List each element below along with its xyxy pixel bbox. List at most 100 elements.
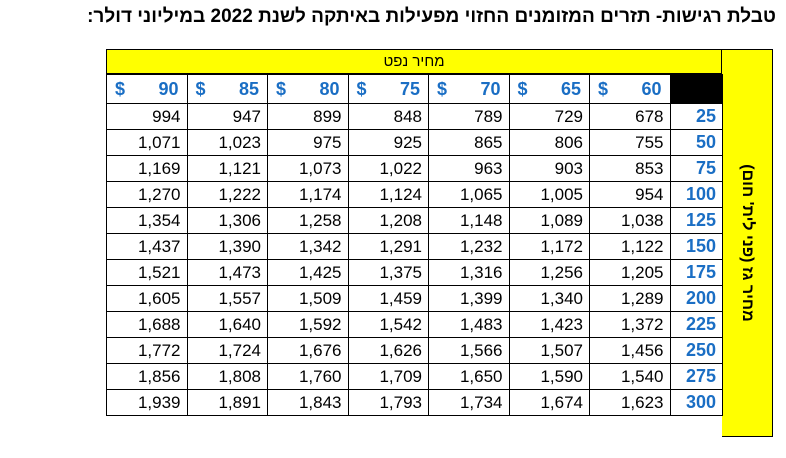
cash-flow-cell: 1,089	[508, 207, 590, 234]
cash-flow-cell: 1,390	[186, 233, 268, 260]
cash-flow-cell: 1,521	[106, 259, 188, 286]
gas-price-header: מחיר גז (פני לית' חום)	[722, 49, 773, 437]
cash-flow-cell: 947	[186, 103, 268, 130]
cash-flow-cell: 1,709	[347, 363, 429, 390]
table-row: 1,071 1,023 975 925 865 806 755 50	[106, 129, 723, 156]
oil-price-header: מחיר נפט	[106, 49, 722, 74]
cash-flow-cell: 1,425	[267, 259, 349, 286]
cash-flow-cell: 1,073	[267, 155, 349, 182]
cash-flow-cell: 1,354	[106, 207, 188, 234]
cash-flow-cell: 1,793	[347, 389, 429, 416]
cash-flow-cell: 1,375	[347, 259, 429, 286]
cash-flow-cell: 1,022	[347, 155, 429, 182]
page-title: טבלת רגישות- תזרים המזומנים החזוי מפעילו…	[87, 6, 776, 27]
cash-flow-cell: 1,676	[267, 337, 349, 364]
table-row: 1,169 1,121 1,073 1,022 963 903 853 75	[106, 155, 723, 182]
gas-price-cell: 125	[669, 207, 723, 234]
cash-flow-cell: 1,232	[428, 233, 510, 260]
cash-flow-cell: 1,592	[267, 311, 349, 338]
cash-flow-cell: 1,342	[267, 233, 349, 260]
cash-flow-cell: 1,509	[267, 285, 349, 312]
cash-flow-cell: 1,340	[508, 285, 590, 312]
cash-flow-cell: 755	[589, 129, 671, 156]
oil-price-value: 85	[238, 78, 259, 99]
oil-price-cell: $80	[267, 74, 349, 104]
cash-flow-cell: 1,124	[347, 181, 429, 208]
cash-flow-cell: 865	[428, 129, 510, 156]
cash-flow-cell: 1,760	[267, 363, 349, 390]
cash-flow-cell: 1,172	[508, 233, 590, 260]
cash-flow-cell: 1,483	[428, 311, 510, 338]
cash-flow-cell: 954	[589, 181, 671, 208]
cash-flow-cell: 1,650	[428, 363, 510, 390]
oil-price-value: 65	[560, 78, 581, 99]
table-row: 1,688 1,640 1,592 1,542 1,483 1,423 1,372 225	[106, 311, 723, 338]
cash-flow-cell: 1,542	[347, 311, 429, 338]
currency-symbol: $	[437, 78, 448, 99]
cash-flow-cell: 1,473	[186, 259, 268, 286]
table-row: 1,270 1,222 1,174 1,124 1,065 1,005 954 100	[106, 181, 723, 208]
cash-flow-cell: 1,891	[186, 389, 268, 416]
currency-symbol: $	[517, 78, 528, 99]
oil-price-value: 80	[319, 78, 340, 99]
cash-flow-cell: 1,289	[589, 285, 671, 312]
cash-flow-cell: 678	[589, 103, 671, 130]
cash-flow-cell: 1,623	[589, 389, 671, 416]
gas-price-cell: 150	[669, 233, 723, 260]
gas-price-cell: 25	[669, 103, 723, 130]
oil-price-value: 70	[480, 78, 501, 99]
cash-flow-cell: 899	[267, 103, 349, 130]
cash-flow-cell: 1,456	[589, 337, 671, 364]
gas-price-cell: 200	[669, 285, 723, 312]
cash-flow-cell: 1,557	[186, 285, 268, 312]
cash-flow-cell: 963	[428, 155, 510, 182]
cash-flow-cell: 1,843	[267, 389, 349, 416]
oil-price-cell: $65	[508, 74, 590, 104]
cash-flow-cell: 1,205	[589, 259, 671, 286]
cash-flow-cell: 1,640	[186, 311, 268, 338]
oil-price-cell: $70	[428, 74, 510, 104]
cash-flow-cell: 806	[508, 129, 590, 156]
cash-flow-cell: 1,772	[106, 337, 188, 364]
cash-flow-cell: 1,174	[267, 181, 349, 208]
gas-price-cell: 75	[669, 155, 723, 182]
table-row: 1,856 1,808 1,760 1,709 1,650 1,590 1,540 275	[106, 363, 723, 390]
cash-flow-cell: 848	[347, 103, 429, 130]
gas-price-cell: 250	[669, 337, 723, 364]
oil-price-row: $90 $85 $80 $75 $70 $65 $60	[106, 74, 723, 104]
cash-flow-cell: 1,626	[347, 337, 429, 364]
oil-price-cell: $60	[589, 74, 671, 104]
cash-flow-cell: 1,256	[508, 259, 590, 286]
cash-flow-cell: 1,169	[106, 155, 188, 182]
gas-price-label: מחיר גז (פני לית' חום)	[739, 164, 756, 322]
table-row: 994 947 899 848 789 729 678 25	[106, 103, 723, 130]
cash-flow-cell: 1,005	[508, 181, 590, 208]
cash-flow-cell: 1,590	[508, 363, 590, 390]
cash-flow-cell: 729	[508, 103, 590, 130]
cash-flow-cell: 1,399	[428, 285, 510, 312]
cash-flow-cell: 853	[589, 155, 671, 182]
table-row: 1,605 1,557 1,509 1,459 1,399 1,340 1,289 200	[106, 285, 723, 312]
cash-flow-cell: 1,423	[508, 311, 590, 338]
cash-flow-cell: 1,540	[589, 363, 671, 390]
cash-flow-cell: 1,306	[186, 207, 268, 234]
cash-flow-cell: 1,270	[106, 181, 188, 208]
cash-flow-cell: 1,566	[428, 337, 510, 364]
cash-flow-cell: 1,724	[186, 337, 268, 364]
table-row: 1,939 1,891 1,843 1,793 1,734 1,674 1,623 300	[106, 389, 723, 416]
currency-symbol: $	[598, 78, 609, 99]
cash-flow-cell: 903	[508, 155, 590, 182]
cash-flow-cell: 789	[428, 103, 510, 130]
cash-flow-cell: 1,148	[428, 207, 510, 234]
oil-price-value: 90	[158, 78, 179, 99]
currency-symbol: $	[195, 78, 206, 99]
gas-price-cell: 300	[669, 389, 723, 416]
cash-flow-cell: 1,507	[508, 337, 590, 364]
gas-price-cell: 175	[669, 259, 723, 286]
gas-price-cell: 50	[669, 129, 723, 156]
cash-flow-cell: 1,121	[186, 155, 268, 182]
gas-price-cell: 275	[669, 363, 723, 390]
cash-flow-cell: 1,808	[186, 363, 268, 390]
oil-price-value: 75	[399, 78, 420, 99]
oil-price-cell: $90	[106, 74, 188, 104]
